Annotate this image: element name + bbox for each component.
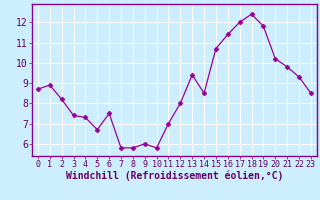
X-axis label: Windchill (Refroidissement éolien,°C): Windchill (Refroidissement éolien,°C): [66, 171, 283, 181]
